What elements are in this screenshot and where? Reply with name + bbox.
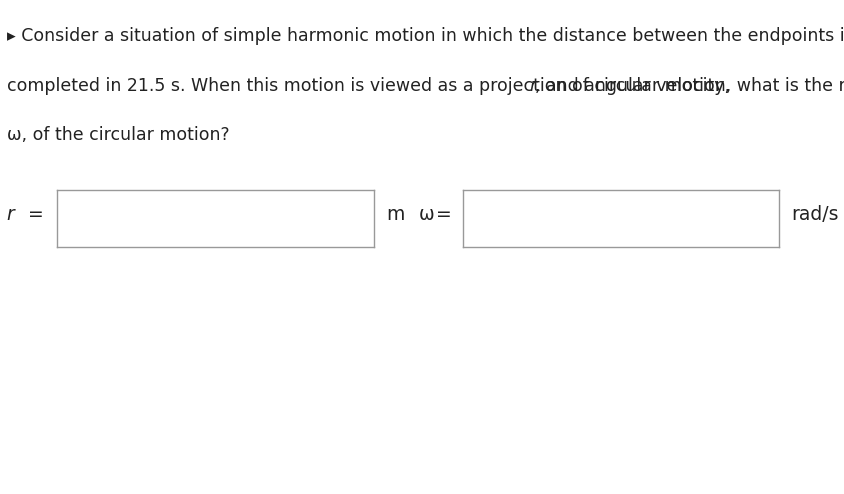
- Text: rad/s: rad/s: [792, 206, 839, 224]
- Text: ▸ Consider a situation of simple harmonic motion in which the distance between t: ▸ Consider a situation of simple harmoni…: [7, 27, 844, 45]
- Text: r: r: [529, 77, 536, 94]
- Text: , and angular velocity,: , and angular velocity,: [535, 77, 730, 94]
- Text: completed in 21.5 s. When this motion is viewed as a projection of circular moti: completed in 21.5 s. When this motion is…: [7, 77, 844, 94]
- Text: =: =: [28, 206, 44, 224]
- Text: m: m: [387, 206, 405, 224]
- Text: r: r: [7, 206, 14, 224]
- Text: ω: ω: [419, 206, 435, 224]
- Text: =: =: [436, 206, 452, 224]
- Text: ω, of the circular motion?: ω, of the circular motion?: [7, 126, 230, 144]
